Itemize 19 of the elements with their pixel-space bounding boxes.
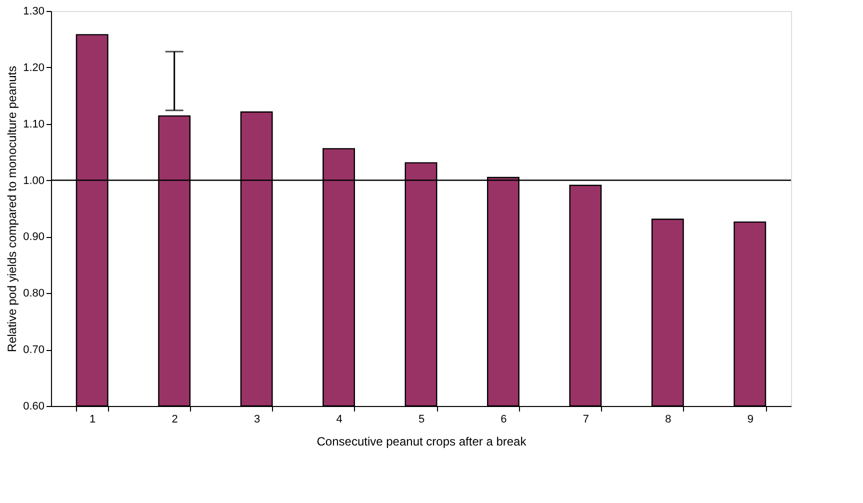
x-tick-label: 4: [336, 414, 342, 426]
x-tick-label: 8: [665, 414, 672, 426]
y-tick-label: 0.60: [23, 400, 44, 412]
x-tick-label: 1: [90, 414, 96, 426]
x-tick-label: 9: [747, 414, 754, 426]
x-tick-label: 6: [500, 414, 507, 426]
y-tick-label: 1.20: [23, 62, 44, 74]
y-tick-label: 1.10: [23, 118, 44, 130]
y-tick-label: 0.80: [23, 288, 44, 300]
y-tick-label: 1.00: [23, 174, 44, 187]
x-tick-label: 7: [582, 414, 590, 426]
y-tick-label: 0.90: [23, 231, 44, 244]
x-tick-label: 3: [254, 414, 260, 426]
x-tick-label: 5: [418, 414, 425, 426]
y-tick-label: 1.30: [23, 6, 44, 18]
x-axis-title: Consecutive peanut crops after a break: [316, 434, 528, 448]
y-axis-title: Relative pod yields compared to monoculture peanuts: [5, 66, 20, 352]
x-tick-label: 2: [172, 414, 178, 426]
y-tick-label: 0.70: [23, 344, 44, 356]
